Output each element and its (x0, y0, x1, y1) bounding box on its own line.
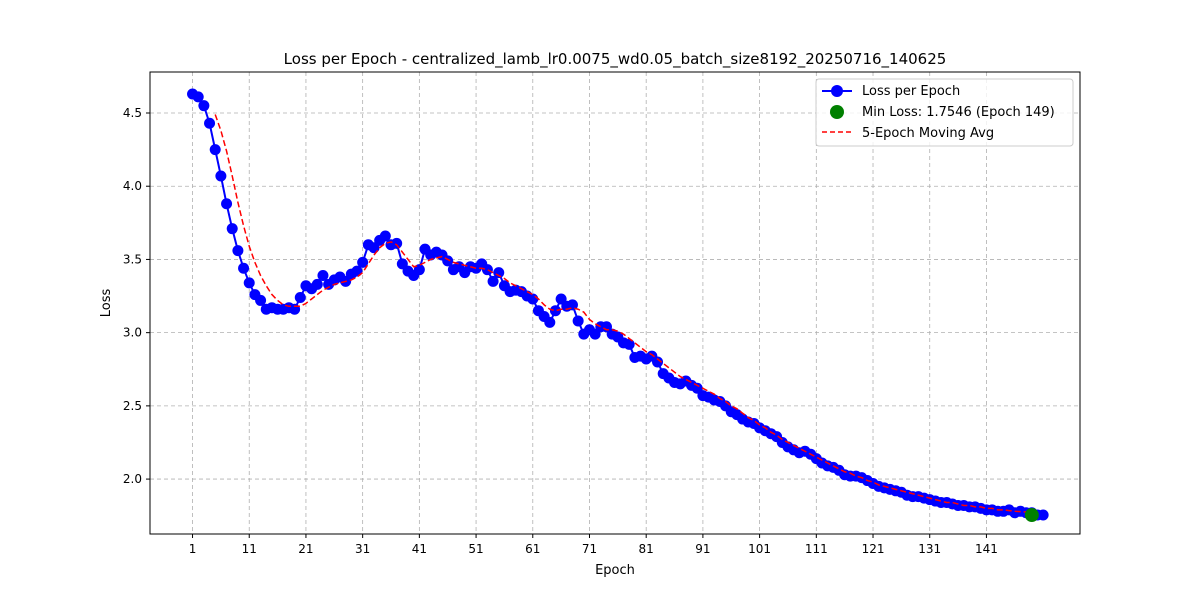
loss-point (413, 264, 425, 276)
loss-point (652, 356, 664, 368)
loss-point (255, 294, 267, 306)
x-tick-label: 71 (582, 542, 597, 556)
loss-point (379, 230, 391, 242)
axes-frame (149, 71, 1081, 535)
loss-point (215, 170, 227, 182)
loss-point (549, 305, 561, 317)
x-tick-label: 81 (639, 542, 654, 556)
loss-point (221, 198, 233, 210)
moving-avg-line (214, 114, 1038, 514)
y-tick-label: 2.0 (123, 472, 142, 486)
loss-point (289, 303, 301, 315)
y-axis-label: Loss (99, 289, 114, 318)
loss-point (391, 237, 403, 249)
loss-point (209, 144, 221, 156)
loss-point (357, 256, 369, 268)
loss-point (294, 292, 306, 304)
x-axis-label: Epoch (595, 563, 635, 578)
legend-label-moving-avg: 5-Epoch Moving Avg (862, 126, 994, 141)
loss-point (1037, 509, 1049, 521)
loss-point (192, 91, 204, 103)
loss-point (544, 316, 556, 328)
loss-point (238, 262, 250, 274)
x-tick-label: 111 (805, 542, 828, 556)
y-tick-label: 4.0 (123, 179, 142, 193)
loss-point (623, 338, 635, 350)
legend-box (815, 78, 1074, 147)
legend-marker-loss (831, 85, 843, 97)
legend-label-loss: Loss per Epoch (862, 84, 960, 99)
loss-point (232, 245, 244, 257)
legend-marker-min (830, 105, 844, 119)
x-tick-label: 141 (975, 542, 998, 556)
loss-point (566, 299, 578, 311)
x-tick-label: 11 (242, 542, 257, 556)
x-tick-label: 21 (298, 542, 313, 556)
loss-point (317, 270, 329, 282)
min-loss-point (1024, 508, 1039, 523)
y-tick-label: 4.5 (123, 106, 142, 120)
plot-area (187, 88, 1049, 523)
loss-point (204, 117, 216, 129)
loss-point (481, 264, 493, 276)
y-axis-ticks: 2.0 2.5 3.0 3.5 4.0 4.5 (123, 106, 150, 486)
x-tick-label: 91 (695, 542, 710, 556)
loss-point (572, 315, 584, 327)
y-tick-label: 2.5 (123, 399, 142, 413)
x-tick-label: 61 (525, 542, 540, 556)
x-tick-label: 131 (918, 542, 941, 556)
loss-point (493, 267, 505, 279)
loss-point (243, 277, 255, 289)
y-tick-label: 3.0 (123, 326, 142, 340)
loss-point (311, 278, 323, 290)
legend: Loss per Epoch Min Loss: 1.7546 (Epoch 1… (815, 78, 1074, 147)
y-tick-label: 3.5 (123, 252, 142, 266)
x-tick-label: 41 (412, 542, 427, 556)
loss-point (527, 293, 539, 305)
x-axis-ticks: 1 11 21 31 41 51 61 71 81 91 101 111 121 131 141 (189, 534, 998, 556)
x-tick-label: 31 (355, 542, 370, 556)
x-tick-label: 51 (468, 542, 483, 556)
loss-point (226, 223, 238, 235)
loss-point (351, 265, 363, 277)
legend-label-min: Min Loss: 1.7546 (Epoch 149) (862, 105, 1055, 120)
x-tick-label: 101 (748, 542, 771, 556)
x-tick-label: 1 (189, 542, 197, 556)
loss-point (198, 100, 210, 112)
x-tick-label: 121 (862, 542, 885, 556)
loss-point (487, 275, 499, 287)
chart-title: Loss per Epoch - centralized_lamb_lr0.00… (284, 50, 947, 69)
